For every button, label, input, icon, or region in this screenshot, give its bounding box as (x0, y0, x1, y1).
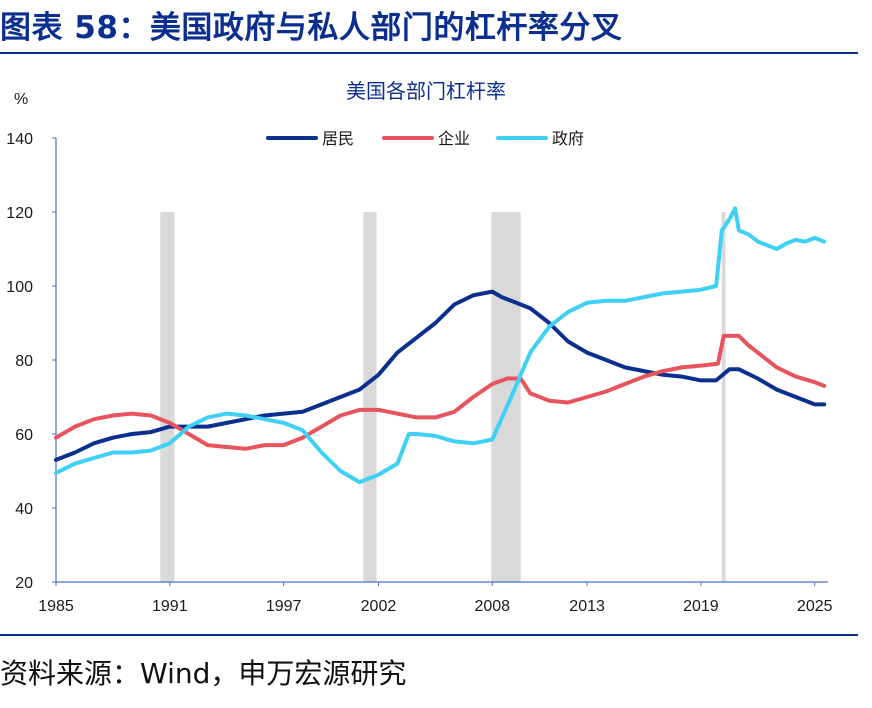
y-tick-label: 80 (15, 353, 33, 370)
y-tick-label: 40 (15, 501, 33, 518)
recession-band-2 (491, 212, 521, 582)
x-tick-label: 2025 (797, 598, 833, 615)
x-tick-label: 1991 (152, 598, 188, 615)
series-lines (54, 206, 827, 485)
legend: 居民 企业 政府 (266, 129, 584, 148)
series-line-2 (54, 206, 827, 485)
y-tick-label: 20 (15, 575, 33, 592)
series-line-1 (54, 333, 827, 451)
recession-band-0 (160, 212, 175, 582)
x-tick-label: 1997 (266, 598, 302, 615)
legend-label-2: 政府 (552, 129, 584, 148)
x-tick-label: 2019 (683, 598, 719, 615)
recession-band-3 (721, 212, 726, 582)
source-divider (0, 634, 858, 636)
axes: 20 40 60 80 100 120 140 1985 1991 1997 2002 2008 201… (6, 131, 832, 615)
y-tick-label: 60 (15, 427, 33, 444)
x-tick-label: 2013 (569, 598, 605, 615)
line-chart: 美国各部门杠杆率 % 居民 企业 政府 20 40 60 80 100 120 140 1985 1… (6, 79, 832, 615)
figure-title: 图表 58：美国政府与私人部门的杠杆率分叉 (0, 10, 623, 46)
recession-band-1 (363, 212, 377, 582)
y-tick-label: 120 (6, 205, 33, 222)
x-tick-label: 2008 (474, 598, 510, 615)
y-tick-label: 100 (6, 279, 33, 296)
source-note: 资料来源：Wind，申万宏源研究 (0, 657, 407, 690)
chart-title: 美国各部门杠杆率 (346, 79, 506, 103)
x-tick-label: 2002 (361, 598, 397, 615)
y-axis-unit: % (14, 91, 28, 108)
recession-bands (160, 212, 726, 582)
legend-label-0: 居民 (322, 129, 354, 148)
legend-label-1: 企业 (438, 129, 470, 148)
title-divider (0, 52, 858, 54)
y-tick-label: 140 (6, 131, 33, 148)
x-tick-label: 1985 (38, 598, 74, 615)
